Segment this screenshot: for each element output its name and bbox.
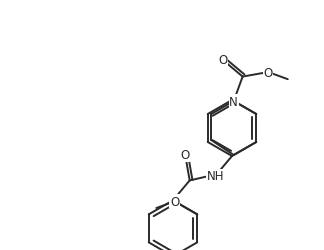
- Text: N: N: [229, 95, 238, 108]
- Text: NH: NH: [206, 170, 224, 183]
- Text: O: O: [218, 54, 227, 67]
- Text: O: O: [264, 66, 273, 79]
- Text: O: O: [180, 149, 190, 162]
- Text: O: O: [170, 195, 179, 208]
